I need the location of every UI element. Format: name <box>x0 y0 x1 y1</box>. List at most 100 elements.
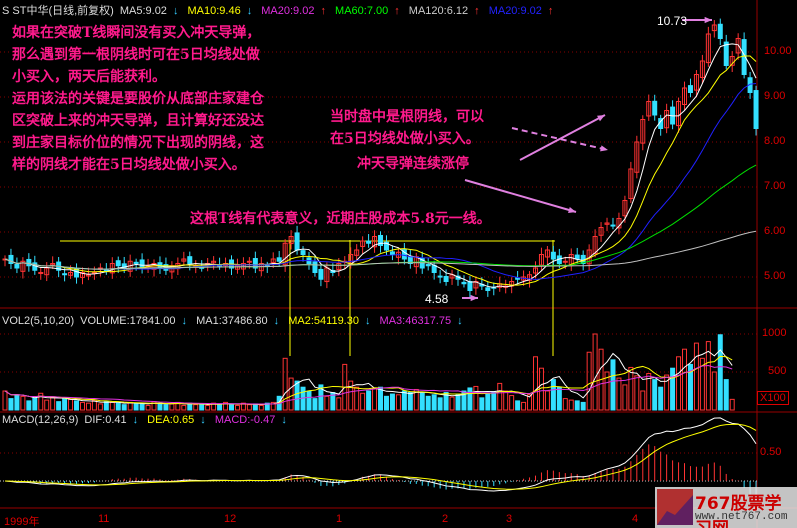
arrow-head <box>597 115 605 122</box>
candle <box>592 236 598 255</box>
candle <box>443 276 449 283</box>
price-tick: 6.00 <box>764 225 786 237</box>
volume-bar <box>598 348 604 411</box>
macd-name: MACD(12,26,9) <box>2 414 79 426</box>
volume-bar <box>258 404 264 411</box>
volume-bar <box>473 385 479 411</box>
note-line: 到庄家目标价位的情况下出现的阴线，这 <box>12 135 264 151</box>
volume-bar <box>497 382 503 411</box>
candle <box>628 168 634 200</box>
candle <box>139 259 145 269</box>
candle <box>366 240 372 244</box>
volume-bar <box>419 392 425 411</box>
volume-bar <box>586 351 592 411</box>
candle <box>187 256 193 265</box>
volume-bar <box>199 403 205 411</box>
candle <box>50 263 56 266</box>
candle <box>741 39 747 75</box>
candle <box>312 261 318 273</box>
candle <box>240 263 246 270</box>
volume-bar <box>121 404 127 411</box>
volume-bar <box>366 390 372 411</box>
volume-bar <box>568 399 574 411</box>
candle <box>401 249 407 260</box>
volume-bar <box>50 396 56 411</box>
note-line: 那么遇到第一根阴线时可在5日均线处做 <box>12 47 260 63</box>
vol-value: VOLUME:17841.00 <box>80 315 176 327</box>
volume-bar <box>521 401 527 411</box>
volume-bar <box>103 401 109 411</box>
vol-ma2-line <box>4 355 733 405</box>
volume-bar <box>401 390 407 411</box>
vol-tick: 1000 <box>762 327 787 339</box>
volume-bar <box>372 388 378 411</box>
candle <box>121 263 127 269</box>
volume-bar <box>592 333 598 411</box>
candle <box>294 232 300 251</box>
volume-bar <box>431 394 437 411</box>
candle <box>532 267 538 274</box>
volume-bar <box>509 395 515 411</box>
date-tick: 1999年 <box>4 516 40 528</box>
candle <box>687 85 693 93</box>
volume-bar <box>485 393 491 411</box>
volume-bar <box>2 390 8 411</box>
volume-bar <box>229 404 235 411</box>
price-tick: 8.00 <box>764 135 786 147</box>
volume-bar <box>664 374 670 411</box>
note-line: 当时盘中是根阴线，可以 <box>330 109 484 125</box>
vol-ma1: MA1:37486.80 <box>196 315 268 327</box>
volume-bar <box>109 401 115 411</box>
volume-bar <box>38 392 44 411</box>
candle <box>115 260 121 267</box>
volume-bar <box>324 395 330 411</box>
volume-bar <box>264 402 270 411</box>
candle <box>699 60 705 78</box>
candle <box>664 110 670 129</box>
volume-bar <box>461 390 467 411</box>
candle <box>38 272 44 274</box>
ma20-line <box>4 83 757 280</box>
candle <box>735 38 741 54</box>
volume-bar <box>157 402 163 411</box>
candle <box>437 275 443 278</box>
watermark-logo: 767股票学习网 www.net767.com <box>655 487 797 528</box>
note-line: 样的阴线才能在5日均线处做小买入。 <box>12 157 246 173</box>
high-label: 10.73 <box>657 14 688 28</box>
candle <box>68 272 74 276</box>
arrow-head <box>568 206 576 213</box>
candle <box>234 265 240 270</box>
candle <box>270 258 276 264</box>
candle <box>538 254 544 266</box>
volume-bar <box>163 404 169 411</box>
volume-bar <box>282 357 288 411</box>
volume-bar <box>383 395 389 411</box>
candle <box>640 119 646 144</box>
date-tick: 11 <box>98 513 110 525</box>
ma20-value: MA20:9.02 <box>261 5 315 17</box>
volume-bar <box>634 375 640 411</box>
volume-bar <box>44 399 50 411</box>
candle <box>389 251 395 255</box>
arrow-head <box>704 16 712 24</box>
volume-bar <box>443 392 449 411</box>
volume-bar <box>56 401 62 411</box>
volume-bar <box>467 387 473 411</box>
volume-bar <box>306 390 312 411</box>
dea-line <box>4 423 757 490</box>
volume-bar <box>628 366 634 411</box>
price-tick: 5.00 <box>764 270 786 282</box>
note-line: 区突破上来的冲天导弹，且计算好还没达 <box>12 113 264 129</box>
volume-bar <box>169 403 175 411</box>
volume-bar <box>574 400 580 411</box>
annotation-arrow <box>519 114 606 161</box>
t-line-annotation: 这根T线有代表意义，近期庄股成本5.8元一线。 <box>190 211 491 227</box>
candle <box>753 90 759 129</box>
candle <box>354 249 360 256</box>
ma120-line <box>4 230 757 270</box>
macd-value: MACD:-0.47 <box>214 414 276 426</box>
watermark-title: 767股票学习网 <box>695 494 782 528</box>
volume-bar <box>455 394 461 411</box>
volume-bar <box>68 398 74 411</box>
